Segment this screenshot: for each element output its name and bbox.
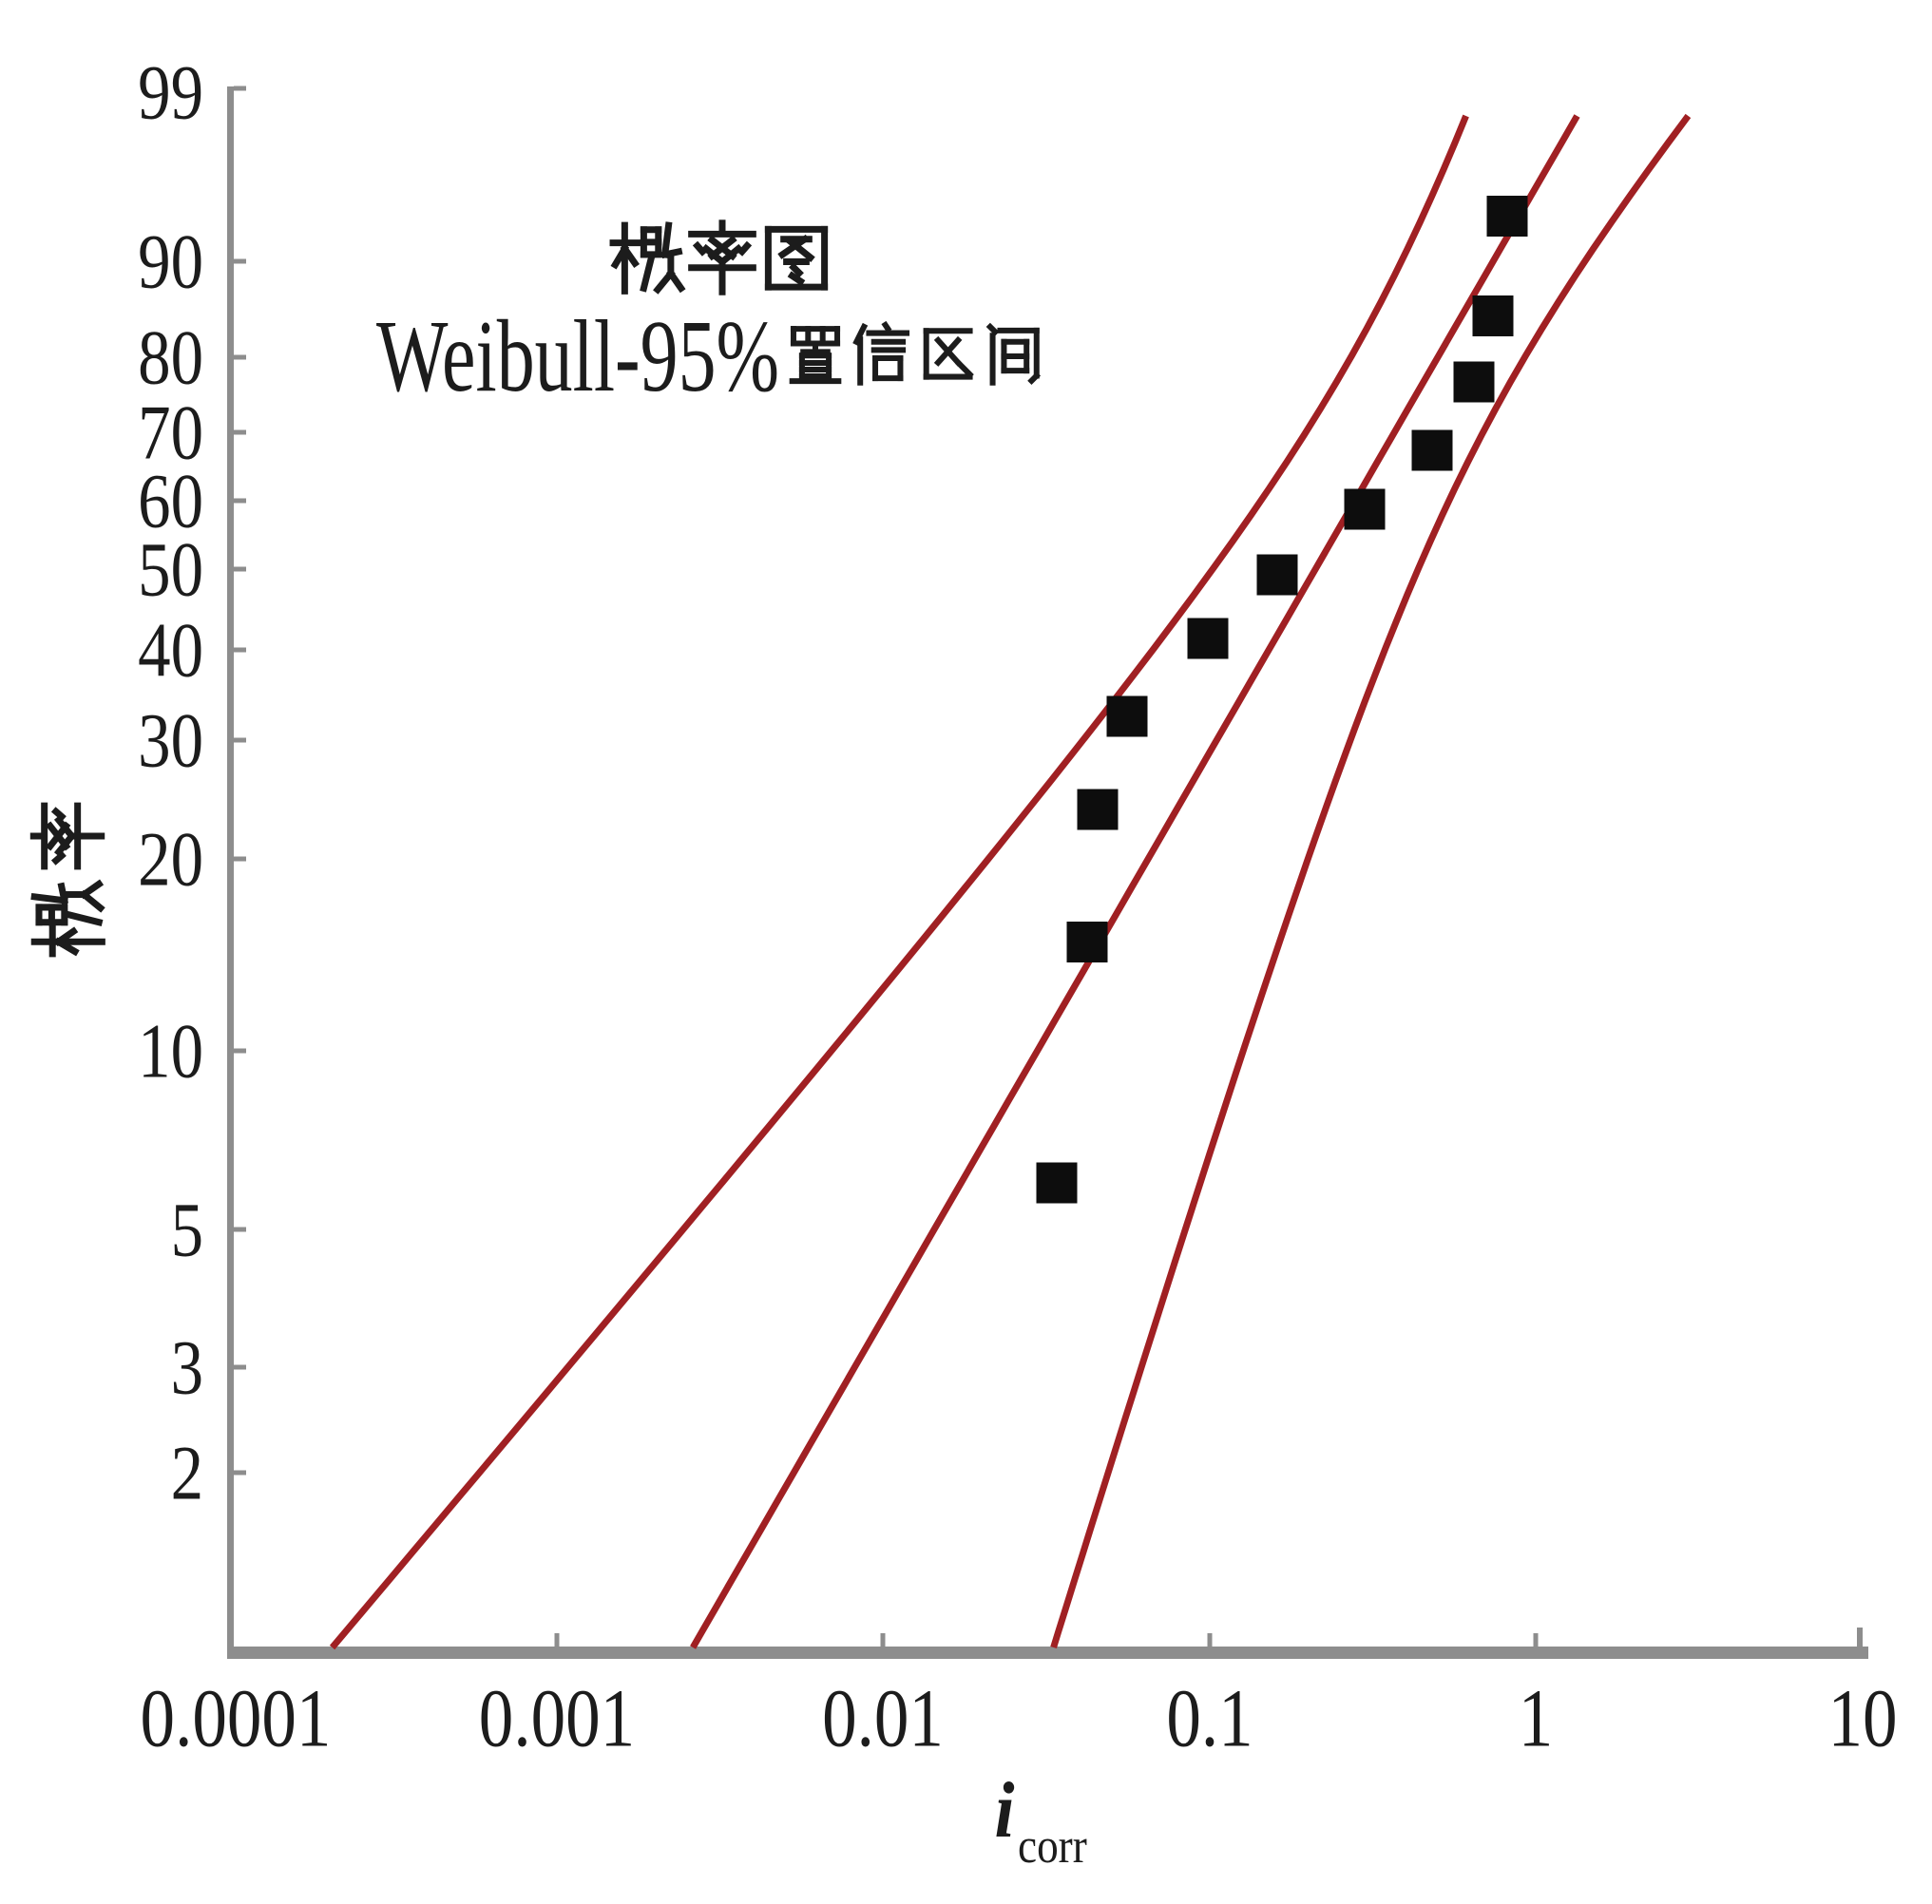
svg-text:70: 70 [138, 390, 203, 476]
svg-text:80: 80 [138, 315, 203, 401]
svg-text:2: 2 [171, 1431, 203, 1516]
svg-text:40: 40 [138, 608, 203, 694]
svg-text:3: 3 [171, 1325, 203, 1411]
svg-text:0.001: 0.001 [479, 1673, 635, 1764]
svg-text:Weibull-95%: Weibull-95% [376, 298, 779, 413]
svg-text:60: 60 [138, 459, 203, 544]
svg-text:0.0001: 0.0001 [141, 1673, 332, 1764]
svg-text:10: 10 [138, 1009, 203, 1095]
svg-text:5: 5 [171, 1188, 203, 1273]
svg-text:0.01: 0.01 [822, 1673, 944, 1764]
svg-text:10: 10 [1827, 1673, 1897, 1764]
svg-text:corr: corr [1018, 1818, 1087, 1874]
svg-text:0.1: 0.1 [1166, 1673, 1253, 1764]
svg-text:90: 90 [138, 219, 203, 305]
svg-text:i: i [994, 1766, 1014, 1855]
svg-text:99: 99 [138, 50, 203, 136]
svg-text:30: 30 [138, 698, 203, 784]
svg-text:20: 20 [138, 817, 203, 903]
svg-text:50: 50 [138, 527, 203, 613]
svg-text:1: 1 [1519, 1673, 1554, 1764]
